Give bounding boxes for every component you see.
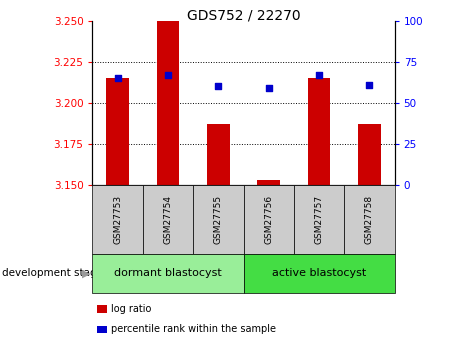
Text: GSM27758: GSM27758 [365, 195, 374, 244]
Point [164, 72, 171, 78]
Text: GDS752 / 22270: GDS752 / 22270 [187, 9, 300, 23]
Text: GSM27756: GSM27756 [264, 195, 273, 244]
Text: ▶: ▶ [83, 268, 91, 278]
Bar [207, 124, 230, 185]
Text: percentile rank within the sample: percentile rank within the sample [111, 325, 276, 334]
Text: development stage: development stage [2, 268, 103, 278]
Text: active blastocyst: active blastocyst [272, 268, 366, 278]
Bar [358, 124, 381, 185]
Text: dormant blastocyst: dormant blastocyst [114, 268, 222, 278]
Text: GSM27754: GSM27754 [164, 195, 172, 244]
Text: GSM27755: GSM27755 [214, 195, 223, 244]
Point [215, 83, 222, 89]
Bar [308, 78, 331, 185]
Text: log ratio: log ratio [111, 304, 152, 314]
Bar [106, 78, 129, 185]
Bar [156, 21, 179, 185]
Point [366, 82, 373, 87]
Point [114, 75, 121, 81]
Bar [258, 180, 280, 185]
Text: GSM27753: GSM27753 [113, 195, 122, 244]
Point [265, 85, 272, 91]
Text: GSM27757: GSM27757 [315, 195, 323, 244]
Point [315, 72, 322, 78]
